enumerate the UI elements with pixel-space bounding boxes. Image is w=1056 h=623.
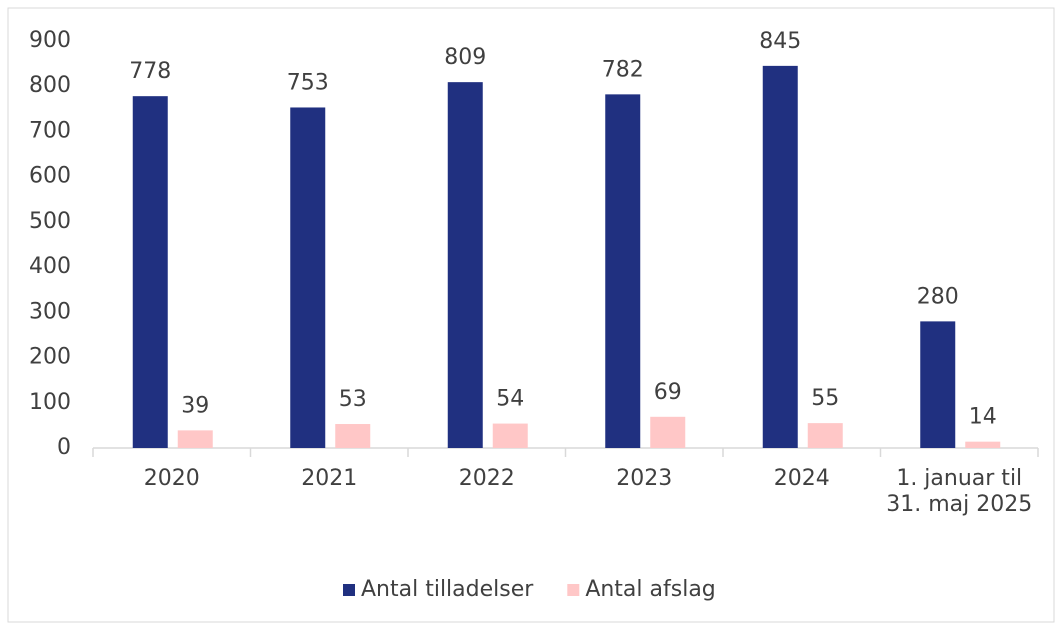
y-tick-label: 0	[57, 435, 71, 460]
value-label: 14	[969, 405, 997, 430]
value-label: 782	[602, 57, 644, 82]
legend-label: Antal afslag	[585, 577, 715, 602]
value-label: 753	[287, 70, 329, 95]
y-tick-label: 500	[29, 209, 71, 234]
y-tick-label: 700	[29, 118, 71, 143]
legend-swatch	[343, 584, 355, 596]
bar	[290, 107, 326, 448]
bar	[132, 96, 168, 448]
legend-swatch	[567, 584, 580, 596]
x-tick-label: 2021	[301, 466, 358, 491]
x-tick-label: 2022	[458, 466, 515, 491]
x-tick-label: 2020	[143, 466, 200, 491]
bar	[762, 65, 798, 448]
value-label: 39	[181, 393, 209, 418]
bar	[650, 416, 686, 448]
x-tick-label: 2024	[773, 466, 830, 491]
x-tick-label: 2023	[616, 466, 673, 491]
value-label: 778	[129, 59, 171, 84]
value-label: 54	[496, 387, 524, 412]
y-tick-label: 200	[29, 345, 71, 370]
bar	[335, 424, 371, 448]
value-label: 809	[444, 45, 486, 70]
value-label: 280	[917, 284, 959, 309]
y-tick-label: 400	[29, 254, 71, 279]
legend-label: Antal tilladelser	[361, 577, 534, 602]
bar	[447, 82, 483, 448]
y-tick-label: 300	[29, 299, 71, 324]
y-tick-label: 900	[29, 28, 71, 53]
chart-frame	[7, 7, 1055, 623]
bar	[920, 321, 956, 448]
y-tick-label: 100	[29, 390, 71, 415]
value-label: 53	[339, 387, 367, 412]
value-label: 69	[654, 380, 682, 405]
x-tick-label: 1. januar til 31. maj 2025	[886, 466, 1033, 517]
y-tick-label: 600	[29, 164, 71, 189]
value-label: 845	[759, 29, 801, 54]
y-tick-label: 800	[29, 73, 71, 98]
bar	[492, 423, 528, 448]
bar	[605, 94, 641, 449]
bar	[965, 441, 1001, 448]
bar	[177, 430, 213, 448]
bar	[807, 423, 843, 448]
value-label: 55	[811, 386, 839, 411]
